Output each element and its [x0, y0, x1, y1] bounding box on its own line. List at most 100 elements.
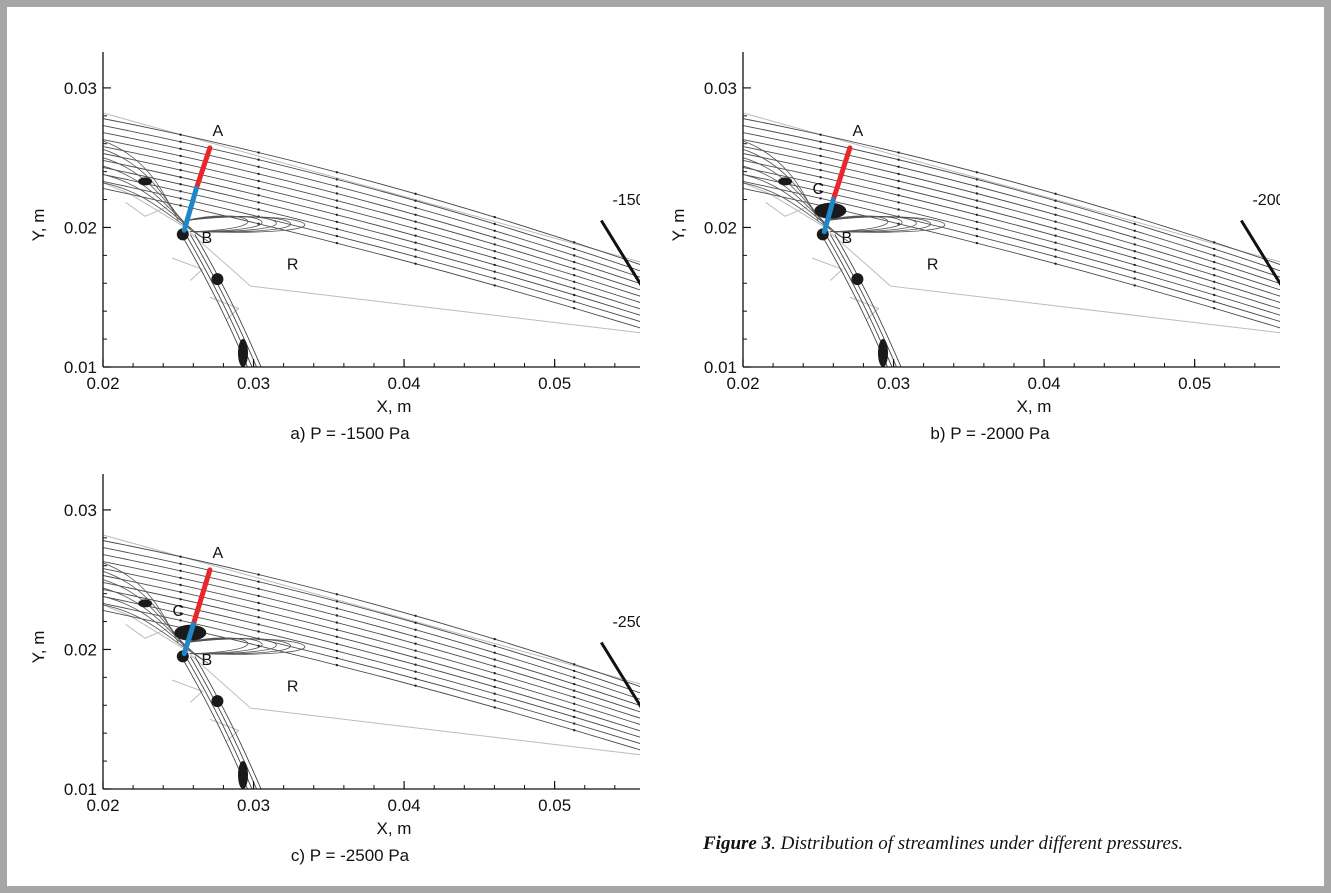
streamline-arrow — [975, 185, 979, 188]
streamline-arrow — [493, 250, 496, 253]
streamline-arrow — [335, 593, 339, 596]
nozzle-edge-3 — [849, 296, 880, 320]
upper-wall — [103, 112, 640, 263]
streamline — [103, 132, 640, 278]
streamline-arrow — [257, 201, 260, 204]
nozzle-edge-2 — [172, 679, 204, 703]
streamline-arrow — [1213, 280, 1216, 283]
y-axis-label: Y, m — [29, 631, 48, 664]
streamline — [743, 153, 1280, 297]
segment-b — [821, 197, 836, 235]
streamline — [103, 561, 640, 706]
inlet-streamline — [743, 182, 849, 242]
streamline-arrow — [819, 133, 822, 136]
y-tick-label: 0.01 — [64, 780, 97, 799]
streamline-arrow — [179, 154, 182, 158]
streamline-arrow — [257, 601, 260, 605]
streamline-arrow — [1213, 274, 1216, 277]
streamline-arrow — [573, 274, 576, 277]
streamline-arrow — [897, 151, 900, 154]
segment-b — [181, 621, 196, 657]
streamline-arrow — [1213, 300, 1216, 303]
streamline-arrow — [414, 241, 417, 244]
segment-b — [181, 185, 199, 233]
streamline — [103, 540, 640, 687]
streamline — [103, 589, 640, 732]
streamline-arrow — [414, 663, 417, 666]
x-axis-label: X, m — [377, 819, 412, 838]
label-b: B — [842, 230, 853, 247]
streamline-arrow — [257, 158, 260, 161]
segment-a — [193, 145, 213, 191]
y-tick-label: 0.02 — [64, 218, 97, 237]
y-tick-label: 0.01 — [704, 358, 737, 377]
x-tick-label: 0.04 — [388, 374, 421, 393]
streamline-arrow — [1133, 284, 1136, 287]
streamline-arrow — [1133, 229, 1136, 232]
pressure-pointer — [600, 219, 640, 287]
streamline — [743, 160, 1280, 303]
streamline-arrow — [975, 171, 979, 174]
streamline-arrow — [1133, 243, 1136, 246]
streamline-arrow — [257, 179, 260, 183]
x-tick-label: 0.02 — [86, 796, 119, 815]
streamline-arrow — [1213, 267, 1216, 270]
streamline-arrow — [335, 213, 339, 216]
panel-c: -2500 PaABRC0.010.020.030.020.030.040.05… — [0, 422, 640, 882]
streamline-arrow — [493, 215, 496, 219]
streamline-arrow — [573, 260, 576, 264]
streamline-arrow — [179, 576, 182, 580]
streamline-arrow — [335, 241, 339, 245]
recirculation-line — [825, 215, 889, 233]
streamline-arrow — [414, 206, 417, 209]
streamline-arrow — [414, 234, 417, 237]
streamline-arrow — [414, 684, 417, 687]
label-a: A — [213, 123, 224, 140]
streamline — [103, 146, 640, 291]
inlet-streamline — [103, 174, 203, 238]
streamline-arrow — [1054, 213, 1057, 216]
streamline-arrow — [493, 672, 496, 675]
streamline-arrow — [335, 206, 339, 209]
streamline-arrow — [897, 179, 900, 183]
streamline-arrow — [335, 649, 339, 653]
streamline-arrow — [493, 651, 496, 654]
streamline — [103, 125, 640, 272]
label-c: C — [172, 603, 184, 620]
label-b: B — [202, 230, 213, 247]
streamline-arrow — [1133, 250, 1136, 253]
recirculation-line — [825, 215, 903, 233]
nozzle-edge-3 — [209, 296, 240, 320]
streamline — [103, 575, 640, 719]
streamline-arrow — [573, 722, 576, 725]
streamline-arrow — [897, 172, 900, 176]
streamline-arrow — [975, 213, 979, 216]
streamline-arrow — [335, 234, 339, 238]
recirculation-line — [185, 215, 249, 233]
nozzle-streamline — [834, 234, 902, 367]
x-tick-label: 0.03 — [237, 796, 270, 815]
streamline — [103, 582, 640, 725]
panel-a: -1500 PaABR0.010.020.030.020.030.040.05X… — [0, 0, 640, 460]
streamline-arrow — [257, 580, 260, 583]
label-c: C — [812, 181, 824, 198]
streamline — [103, 180, 640, 322]
nozzle-streamline — [189, 234, 257, 367]
streamline-arrow — [573, 689, 576, 692]
streamline-arrow — [493, 229, 496, 232]
flow-field — [743, 112, 1280, 367]
streamline-arrow — [179, 197, 182, 200]
pressure-label: -2500 Pa — [612, 614, 640, 631]
streamline-arrow — [493, 678, 496, 682]
streamline-chart-c: -2500 PaABRC0.010.020.030.020.030.040.05… — [29, 474, 640, 865]
streamline-arrow — [819, 140, 822, 143]
streamline-arrow — [179, 598, 182, 601]
inlet-streamline — [103, 165, 197, 234]
streamline-arrow — [573, 676, 576, 679]
figure-caption: Figure 3. Distribution of streamlines un… — [703, 833, 1313, 855]
streamline-arrow — [897, 165, 900, 168]
streamline-arrow — [179, 133, 182, 136]
streamline-arrow — [573, 300, 576, 303]
streamline — [743, 125, 1280, 272]
streamline-arrow — [414, 227, 417, 230]
